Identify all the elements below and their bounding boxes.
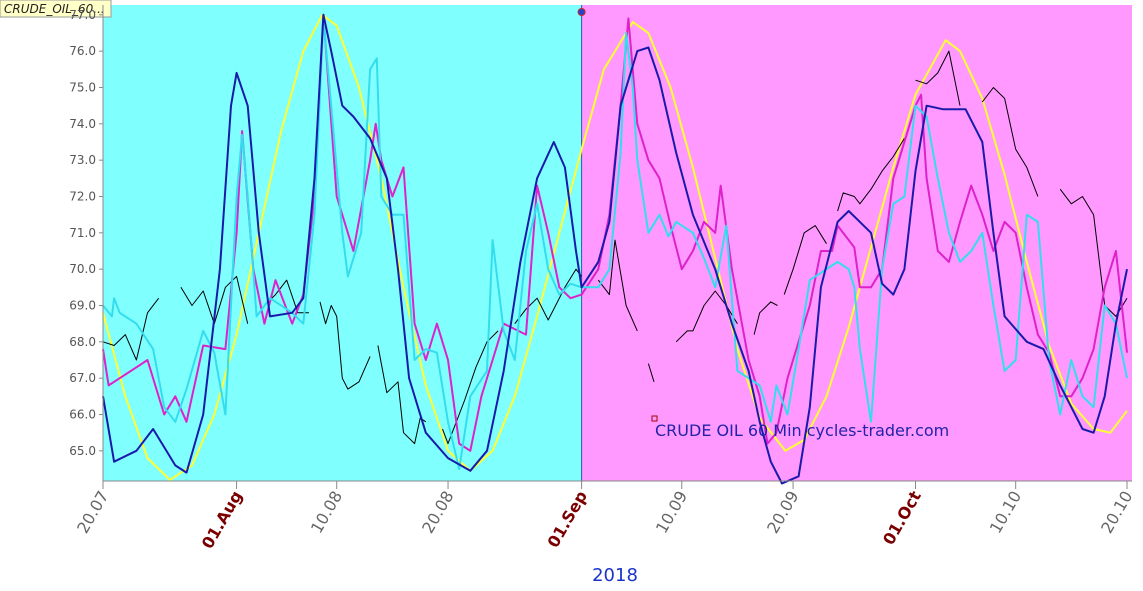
x-tick-label: 01.Oct [879, 487, 925, 548]
annotation-marker [651, 415, 658, 422]
series-line [102, 17, 1128, 470]
x-tick-label: 20.08 [418, 488, 457, 537]
y-tick-label: 69.0 [69, 298, 96, 312]
y-tick-label: 72.0 [69, 189, 96, 203]
x-tick-label: 10.09 [652, 488, 691, 537]
chart-title: CRUDE_OIL_60... [4, 2, 105, 16]
series-line [102, 13, 1128, 452]
title-box [0, 0, 112, 18]
y-tick-label: 77.0 [69, 8, 96, 22]
y-tick-label: 76.0 [69, 44, 96, 58]
y-tick-label: 70.0 [69, 262, 96, 276]
annotation: CRUDE OIL 60 Min cycles-trader.com [655, 421, 949, 440]
x-tick-label: 20.10 [1097, 488, 1136, 537]
y-tick-label: 75.0 [69, 80, 96, 94]
y-tick-label: 73.0 [69, 153, 96, 167]
divider-marker [577, 8, 586, 16]
y-tick-label: 74.0 [69, 117, 96, 131]
y-tick-label: 68.0 [69, 335, 96, 349]
plot-area [102, 5, 1132, 485]
x-tick-label: 10.08 [307, 488, 346, 537]
x-tick-label: 10.10 [986, 488, 1025, 537]
y-tick-label: 71.0 [69, 226, 96, 240]
x-tick-label: 20.09 [763, 488, 802, 537]
x-tick-label: 01.Aug [198, 488, 246, 553]
x-tick-label: 20.07 [73, 488, 112, 537]
x-tick-label: 01.Sep [544, 488, 592, 551]
series-line [102, 13, 1128, 481]
series-line [102, 13, 1128, 485]
y-tick-label: 65.0 [69, 444, 96, 458]
x-axis-label: 2018 [592, 565, 638, 586]
shaded-region [581, 5, 1132, 481]
y-tick-label: 66.0 [69, 408, 96, 422]
y-tick-label: 67.0 [69, 371, 96, 385]
